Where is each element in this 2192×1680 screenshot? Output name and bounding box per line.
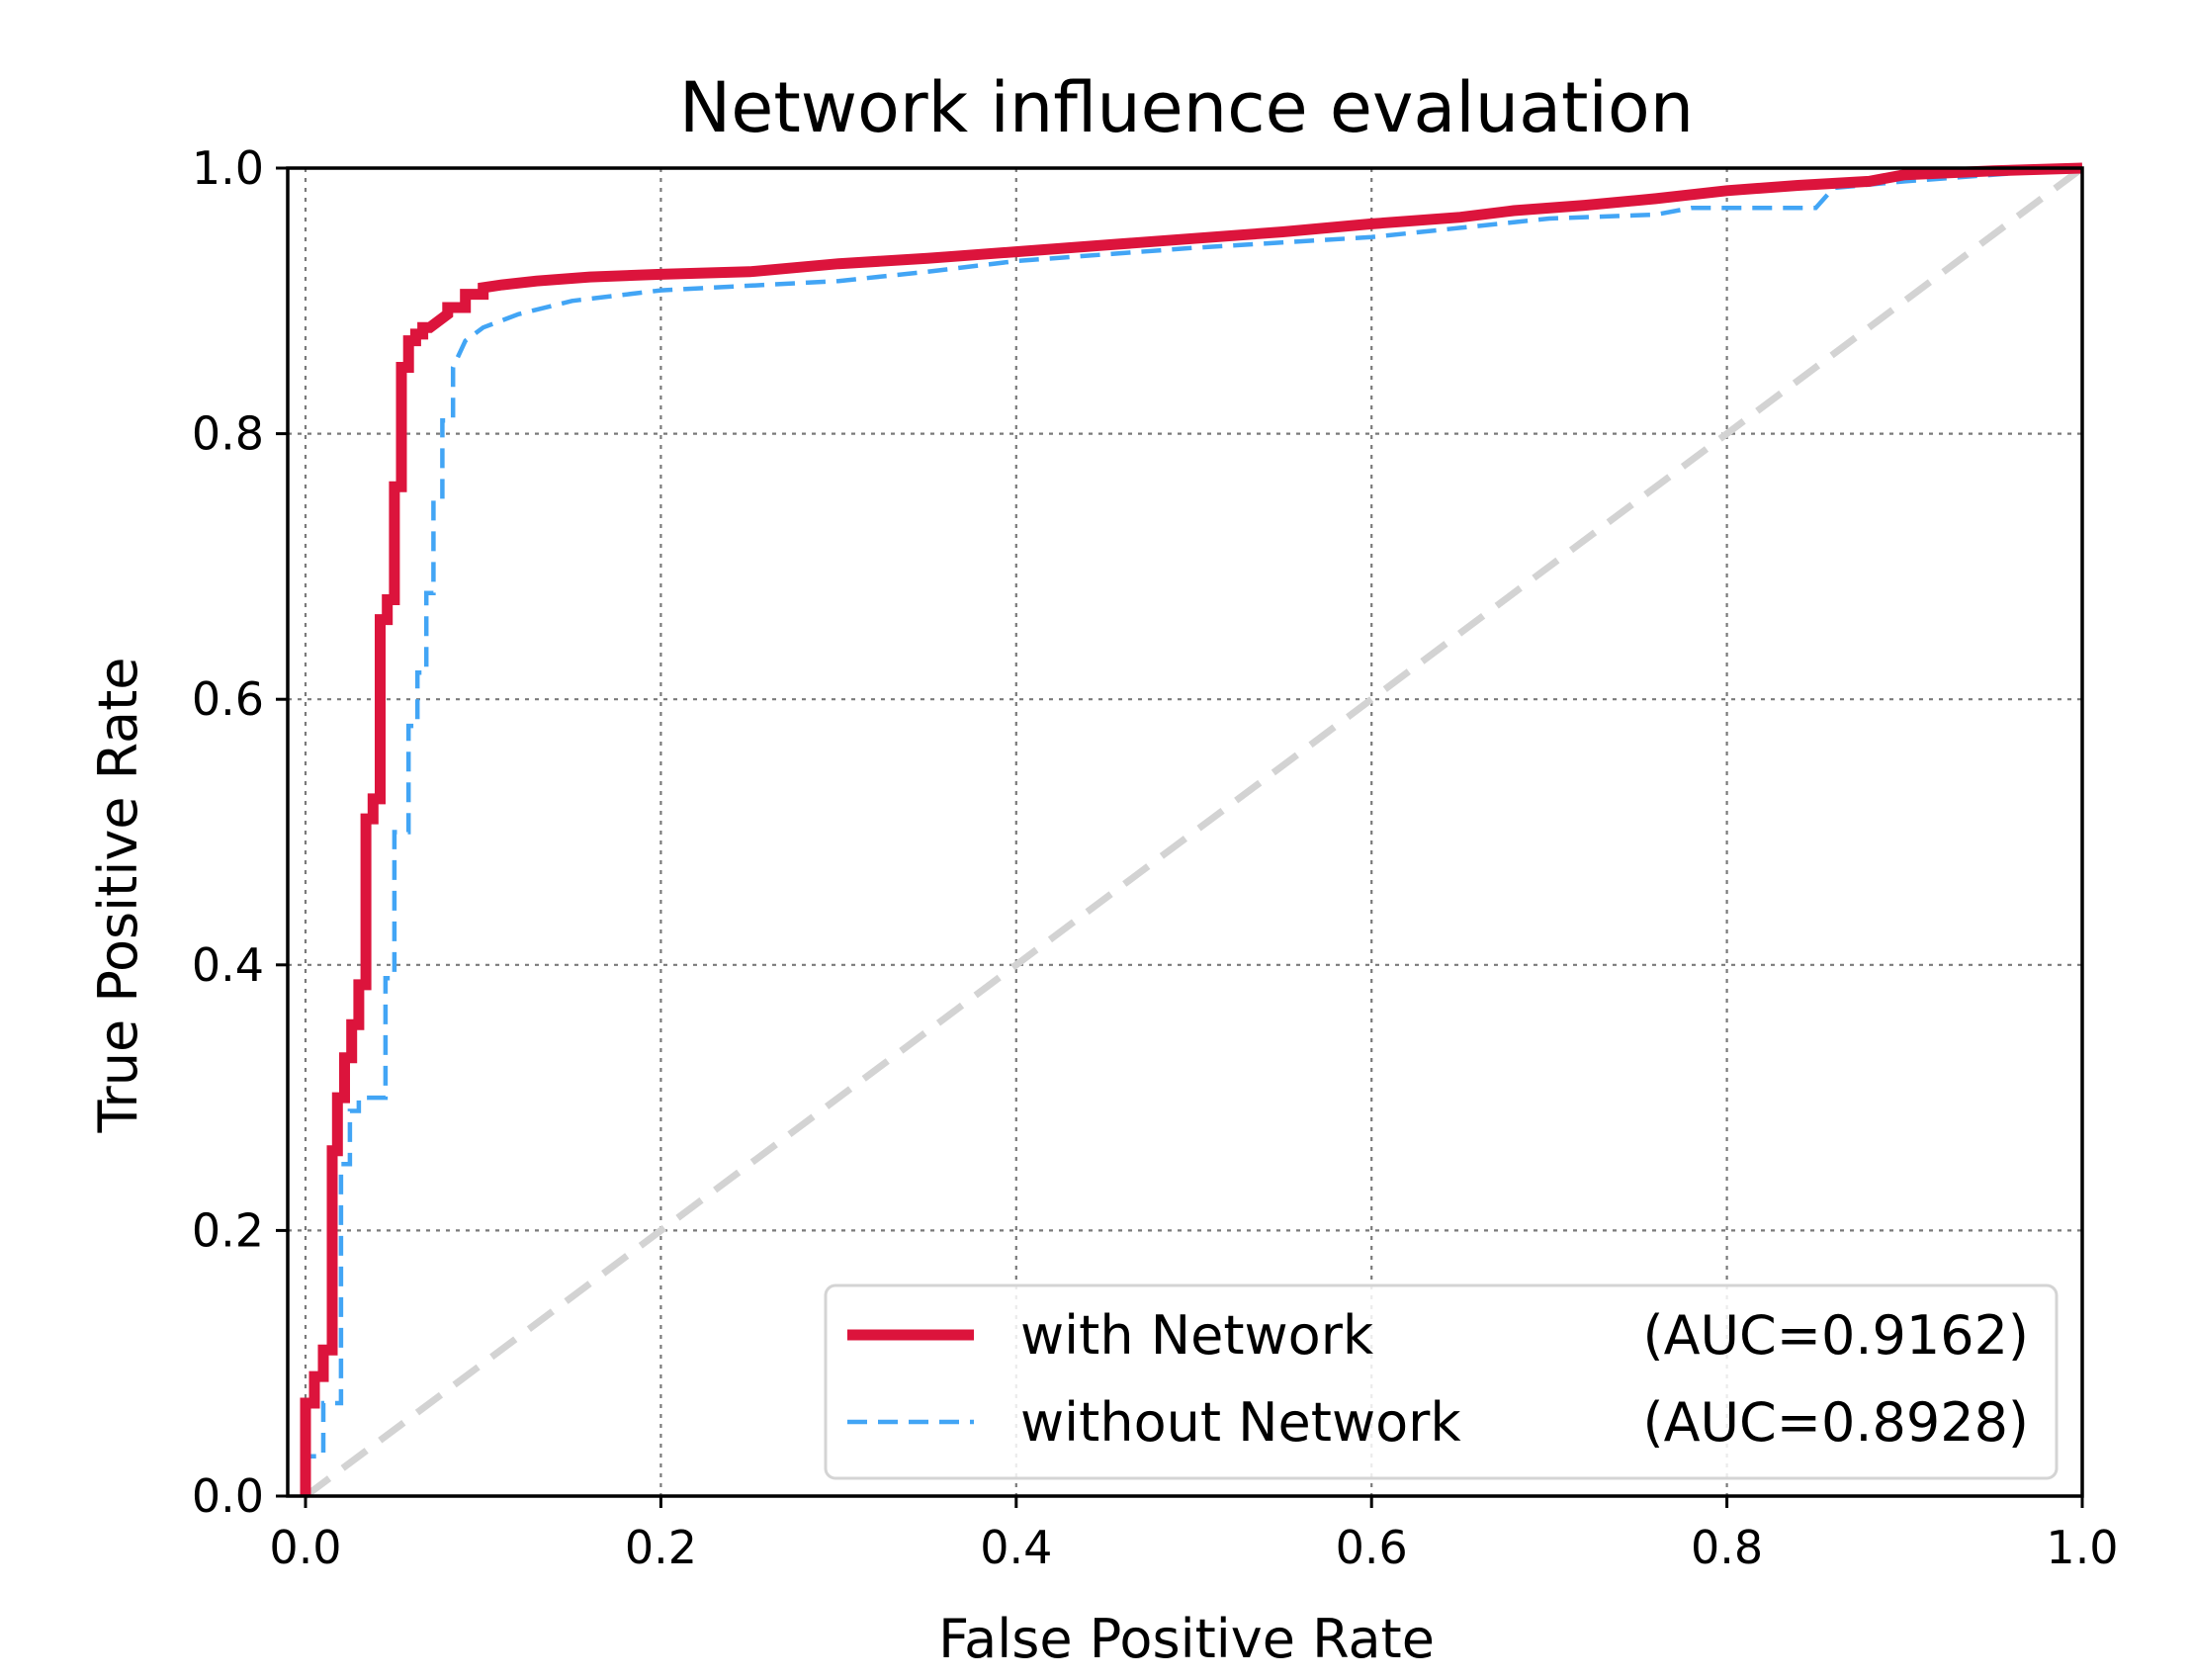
y-tick-label: 0.2 (192, 1203, 264, 1257)
chart-title: Network influence evaluation (679, 67, 1694, 148)
y-tick-label: 0.6 (192, 672, 264, 726)
series-layer (300, 162, 2085, 1499)
y-tick-label: 0.4 (192, 938, 264, 992)
grid-layer (288, 166, 2084, 1498)
x-tick-label: 0.8 (1691, 1521, 1763, 1574)
x-tick-label: 0.2 (625, 1521, 697, 1574)
axes-layer: 0.0 0.2 0.4 0.6 0.8 1.0 0.0 0.2 0.4 0.6 0.8 1.0 (192, 141, 2119, 1574)
legend-auc-with-network: (AUC=0.9162) (1643, 1304, 2030, 1367)
y-tick-label: 0.0 (192, 1469, 264, 1523)
legend: with Network (AUC=0.9162) without Network (… (824, 1283, 2059, 1480)
x-axis-title: False Positive Rate (938, 1608, 1435, 1670)
plot-frame (286, 166, 2084, 1498)
y-axis-title: True Positive Rate (87, 657, 149, 1133)
x-tick-label: 0.4 (980, 1521, 1052, 1574)
legend-label-without-network: without Network (1020, 1391, 1461, 1454)
legend-box (824, 1283, 2059, 1480)
y-tick-label: 0.8 (192, 407, 264, 461)
series-line-without-network (303, 165, 2083, 1496)
x-tick-label: 0.0 (269, 1521, 341, 1574)
series-line-with-network (300, 162, 2083, 1496)
legend-label-with-network: with Network (1020, 1304, 1374, 1367)
x-tick-label: 1.0 (2046, 1521, 2118, 1574)
legend-auc-without-network: (AUC=0.8928) (1643, 1391, 2030, 1454)
y-tick-label: 1.0 (192, 141, 264, 195)
x-tick-label: 0.6 (1336, 1521, 1408, 1574)
